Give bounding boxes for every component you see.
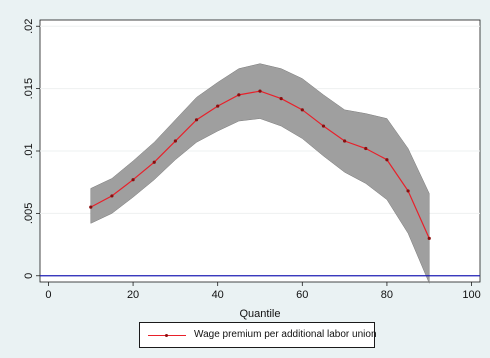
y-tick-label: .02 — [23, 19, 35, 34]
ci-band-layer — [90, 63, 430, 284]
confidence-band — [90, 63, 430, 284]
x-tick-label: 60 — [296, 289, 308, 301]
series-point — [406, 189, 410, 193]
series-point — [173, 139, 177, 143]
series-point — [110, 194, 114, 198]
series-point — [194, 118, 199, 122]
series-point — [385, 158, 389, 162]
y-tick-label: .01 — [23, 143, 35, 158]
legend-marker-swatch — [165, 334, 168, 337]
y-tick-label: .015 — [23, 78, 35, 99]
legend: Wage premium per additional labor union — [139, 322, 377, 348]
series-point — [300, 108, 304, 112]
series-point — [89, 205, 93, 209]
x-tick-label: 100 — [462, 289, 480, 301]
x-axis-title: Quantile — [240, 308, 281, 320]
series-point — [427, 236, 431, 240]
legend-label: Wage premium per additional labor union — [194, 329, 377, 340]
series-point — [279, 97, 283, 101]
series-point — [216, 104, 220, 108]
series-point — [237, 93, 241, 97]
y-tick-label: 0 — [23, 273, 35, 279]
series-point — [321, 124, 326, 128]
series-marker-layer — [89, 89, 431, 240]
x-tick-label: 20 — [127, 289, 139, 301]
series-point — [152, 160, 156, 164]
series-point — [343, 139, 347, 143]
x-axis-ticks: 0 20 40 60 80 100 — [45, 282, 481, 301]
y-tick-label: .005 — [23, 203, 35, 224]
x-tick-label: 0 — [45, 289, 51, 301]
x-tick-label: 40 — [212, 289, 224, 301]
x-tick-label: 80 — [381, 289, 393, 301]
series-point — [364, 146, 368, 151]
series-point — [131, 178, 135, 182]
y-axis-ticks: 0 .005 .01 .015 .02 — [23, 19, 40, 279]
series-point — [258, 89, 262, 93]
